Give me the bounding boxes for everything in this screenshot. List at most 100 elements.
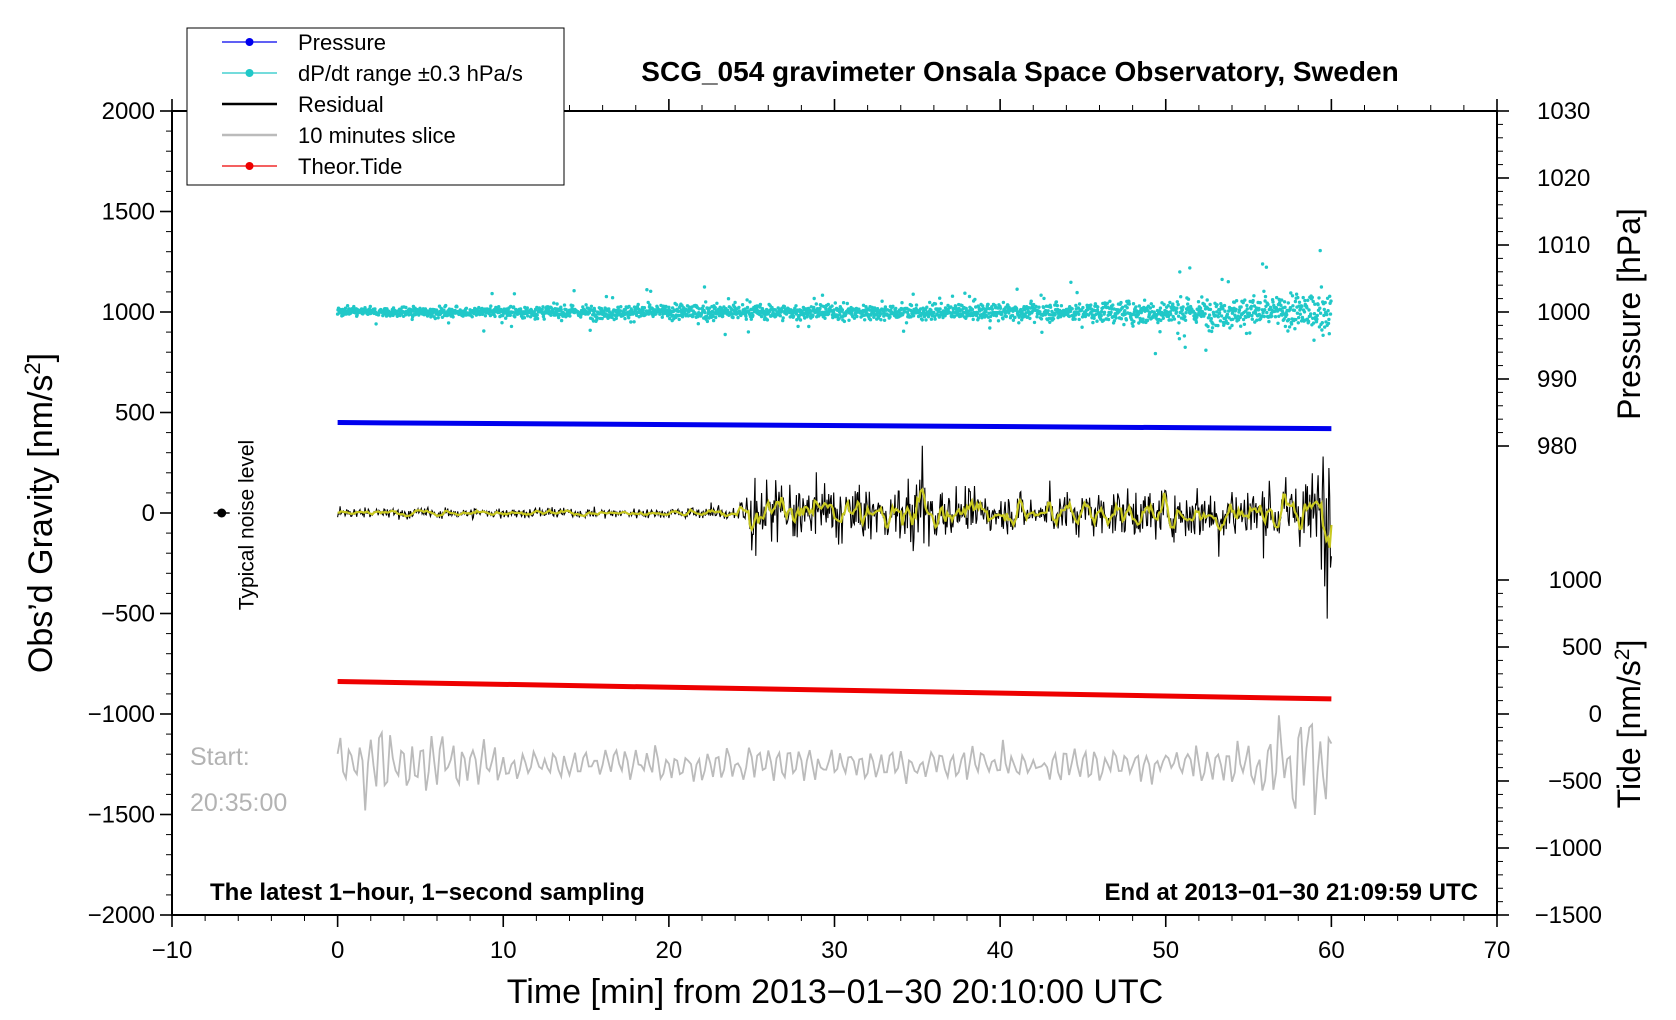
legend-swatch-dot [245, 162, 254, 170]
dpdt-point [1280, 298, 1284, 302]
dpdt-point [826, 302, 830, 307]
dpdt-point [522, 316, 527, 320]
dpdt-point [500, 321, 504, 325]
dpdt-point [1130, 312, 1135, 317]
tide-tick-label: −1000 [1535, 835, 1602, 862]
noise-dot [217, 508, 227, 518]
dpdt-point [1216, 315, 1221, 319]
dpdt-point [345, 304, 350, 308]
dpdt-point [1200, 310, 1205, 314]
dpdt-point [988, 326, 992, 330]
dpdt-point [1215, 310, 1219, 314]
dpdt-point [1321, 333, 1325, 337]
dpdt-point [852, 316, 857, 320]
dpdt-point [571, 304, 575, 308]
dpdt-point [1032, 320, 1037, 325]
y-left-tick-label: 2000 [102, 98, 155, 125]
dpdt-point [933, 317, 937, 321]
dpdt-point [1294, 317, 1298, 322]
dpdt-point [1048, 320, 1052, 324]
dpdt-point [1218, 307, 1222, 312]
dpdt-point [634, 313, 639, 318]
dpdt-point [875, 307, 880, 311]
dpdt-point [1317, 325, 1322, 329]
dpdt-point [1176, 331, 1180, 335]
series-tide [337, 678, 1332, 702]
dpdt-point [737, 305, 741, 310]
dpdt-point [671, 313, 675, 318]
dpdt-point [1102, 310, 1107, 314]
dpdt-point [900, 301, 904, 305]
dpdt-point [489, 304, 493, 308]
dpdt-point [1327, 317, 1331, 322]
dpdt-point [745, 305, 750, 310]
dpdt-point [715, 301, 719, 305]
dpdt-point [1252, 294, 1256, 298]
noise-label: Typical noise level [236, 440, 259, 610]
pressure-tick-label: 1020 [1537, 165, 1590, 192]
dpdt-point [593, 309, 597, 313]
dpdt-point [1042, 296, 1046, 301]
dpdt-point [451, 315, 455, 319]
dpdt-point [820, 293, 825, 297]
dpdt-point [1137, 321, 1141, 325]
dpdt-point [1211, 322, 1215, 326]
dpdt-point [1177, 337, 1182, 341]
dpdt-point [1283, 305, 1287, 309]
dpdt-point [1017, 321, 1021, 325]
dpdt-point [1301, 295, 1305, 300]
dpdt-point [559, 305, 563, 309]
dpdt-point [1073, 317, 1077, 321]
dpdt-point [1239, 324, 1243, 328]
y-axis-title-left-bracket: ] [22, 353, 60, 362]
dpdt-point [702, 285, 707, 289]
dpdt-point [618, 309, 623, 313]
dpdt-point [796, 324, 800, 329]
pressure-tick-label: 980 [1537, 433, 1577, 460]
dpdt-point [1148, 306, 1153, 310]
dpdt-point [1250, 317, 1255, 321]
dpdt-point [880, 299, 884, 303]
x-tick-label: 60 [1318, 937, 1345, 964]
dpdt-point [627, 316, 631, 320]
dpdt-point [939, 301, 943, 306]
dpdt-point [493, 314, 497, 319]
dpdt-point [1238, 315, 1243, 320]
dpdt-point [1310, 295, 1315, 300]
dpdt-point [1305, 306, 1309, 310]
dpdt-point [1099, 314, 1103, 318]
dpdt-point [740, 303, 745, 307]
dpdt-point [1028, 316, 1032, 321]
dpdt-point [1124, 318, 1129, 322]
dpdt-point [410, 317, 414, 322]
dpdt-point [589, 304, 594, 308]
dpdt-point [1141, 320, 1146, 324]
dpdt-point [1132, 319, 1136, 324]
dpdt-point [1208, 302, 1212, 307]
dpdt-point [822, 304, 826, 309]
dpdt-point [723, 332, 727, 337]
dpdt-point [604, 294, 609, 299]
dpdt-point [1123, 309, 1127, 313]
dpdt-point [595, 316, 599, 320]
dpdt-point [811, 313, 815, 317]
dpdt-point [1243, 298, 1247, 302]
dpdt-point [1296, 321, 1301, 325]
dpdt-point [1141, 317, 1145, 321]
dpdt-point [1011, 318, 1016, 322]
dpdt-point [1279, 303, 1283, 307]
dpdt-point [882, 318, 887, 322]
tide-tick-label: −500 [1548, 768, 1602, 795]
x-tick-label: 10 [490, 937, 517, 964]
dpdt-point [1287, 317, 1291, 322]
dpdt-point [879, 312, 883, 316]
dpdt-point [1285, 313, 1289, 317]
dpdt-point [840, 308, 845, 312]
dpdt-point [529, 308, 534, 312]
dpdt-point [1054, 300, 1059, 304]
dpdt-point [542, 317, 546, 321]
dpdt-point [649, 289, 653, 293]
dpdt-point [1318, 306, 1322, 310]
dpdt-point [1194, 320, 1199, 324]
